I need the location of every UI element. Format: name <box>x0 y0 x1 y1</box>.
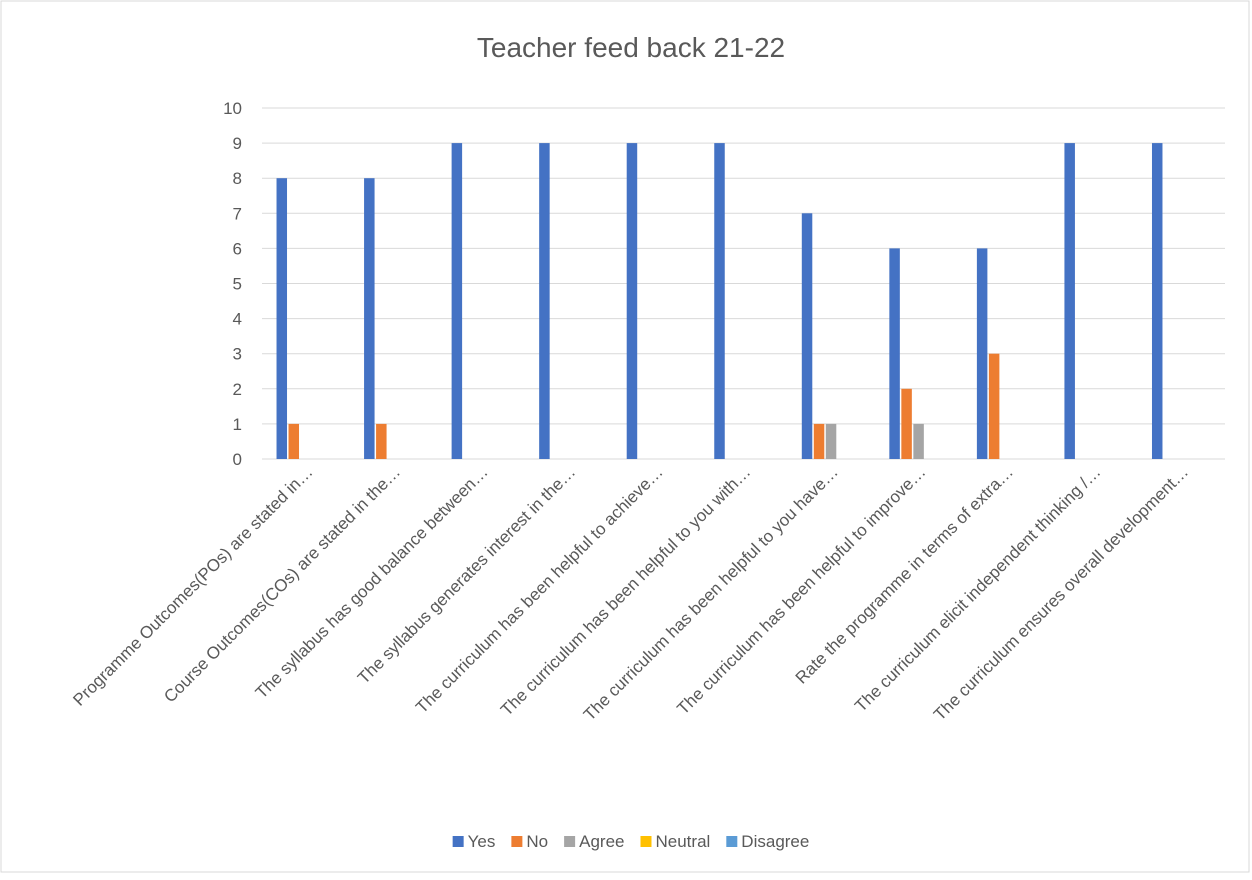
bar <box>826 424 837 459</box>
legend-swatch <box>564 836 575 847</box>
bar <box>802 213 813 459</box>
bar <box>901 389 912 459</box>
y-tick-label: 9 <box>233 134 242 153</box>
bar <box>376 424 387 459</box>
bar <box>539 143 550 459</box>
y-tick-label: 5 <box>233 275 242 294</box>
legend-label: Disagree <box>741 832 809 851</box>
bar <box>977 248 988 459</box>
y-tick-label: 1 <box>233 415 242 434</box>
bar <box>627 143 638 459</box>
bar <box>714 143 725 459</box>
y-tick-label: 6 <box>233 239 242 258</box>
legend-swatch <box>511 836 522 847</box>
bar <box>989 354 1000 459</box>
chart-title: Teacher feed back 21-22 <box>477 32 785 63</box>
chart-border <box>1 1 1249 872</box>
bar <box>814 424 825 459</box>
legend-label: Agree <box>579 832 624 851</box>
y-tick-label: 4 <box>233 310 242 329</box>
bar <box>889 248 900 459</box>
bar <box>364 178 375 459</box>
bar <box>1152 143 1163 459</box>
legend-swatch <box>726 836 737 847</box>
chart: Teacher feed back 21-22 012345678910Prog… <box>0 0 1252 875</box>
bar <box>913 424 924 459</box>
legend-label: Neutral <box>655 832 710 851</box>
bar <box>452 143 463 459</box>
legend-label: No <box>526 832 548 851</box>
y-tick-label: 8 <box>233 169 242 188</box>
y-tick-label: 3 <box>233 345 242 364</box>
y-tick-label: 7 <box>233 204 242 223</box>
y-tick-label: 2 <box>233 380 242 399</box>
legend-swatch <box>640 836 651 847</box>
y-tick-label: 10 <box>223 99 242 118</box>
bar <box>277 178 288 459</box>
legend-label: Yes <box>468 832 496 851</box>
y-tick-label: 0 <box>233 450 242 469</box>
legend-swatch <box>453 836 464 847</box>
bar <box>289 424 300 459</box>
bar <box>1064 143 1075 459</box>
